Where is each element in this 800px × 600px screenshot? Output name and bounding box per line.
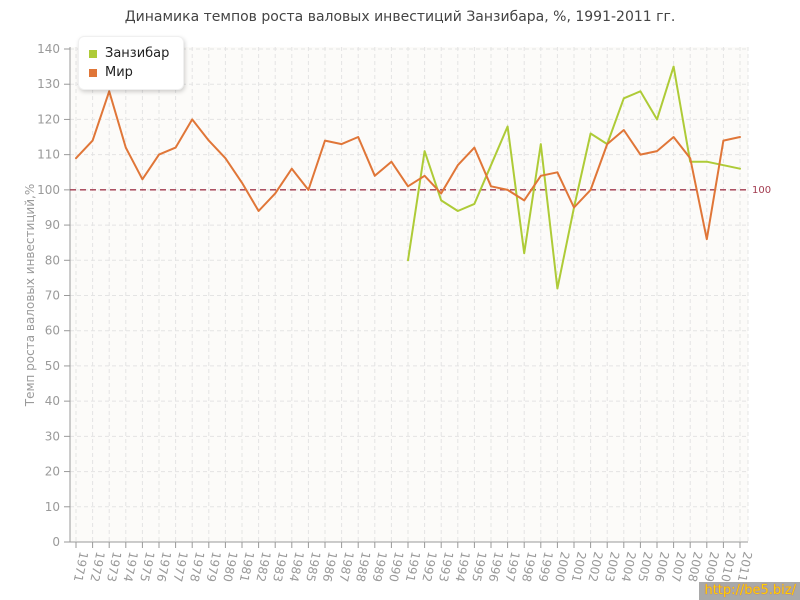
x-tick-label: 1985	[303, 550, 323, 583]
x-tick-label: 2001	[569, 550, 589, 583]
x-tick-label: 1993	[436, 550, 456, 583]
x-tick-label: 1973	[104, 550, 124, 583]
y-tick-label: 60	[45, 324, 60, 338]
x-tick-label: 1989	[370, 550, 390, 583]
x-tick-label: 1997	[502, 550, 522, 583]
x-tick-label: 1990	[386, 550, 406, 583]
x-tick-label: 2009	[702, 550, 722, 583]
x-tick-label: 1979	[204, 550, 224, 583]
x-tick-label: 2007	[668, 550, 688, 583]
x-tick-label: 1984	[287, 550, 307, 583]
y-tick-label: 100	[37, 183, 60, 197]
y-tick-label: 120	[37, 112, 60, 126]
chart-title: Динамика темпов роста валовых инвестиций…	[124, 9, 676, 25]
y-tick-label: 20	[45, 465, 60, 479]
x-tick-label: 1972	[87, 550, 107, 583]
y-tick-label: 50	[45, 359, 60, 373]
legend-item-zanzibar[interactable]: Занзибар	[89, 44, 169, 63]
x-tick-label: 1978	[187, 550, 207, 583]
x-tick-label: 1980	[220, 550, 240, 583]
legend-swatch-zanzibar-icon	[89, 49, 97, 58]
x-tick-label: 2004	[619, 550, 639, 583]
x-tick-label: 2010	[718, 550, 738, 583]
x-tick-label: 1982	[253, 550, 273, 583]
x-tick-label: 2005	[635, 550, 655, 583]
legend: Занзибар Мир	[78, 36, 185, 90]
x-tick-label: 1991	[403, 550, 423, 583]
y-tick-label: 30	[45, 429, 60, 443]
x-tick-label: 1995	[469, 550, 489, 583]
x-tick-label: 1996	[486, 550, 506, 583]
x-tick-label: 1975	[137, 550, 157, 583]
reference-line-label: 100	[752, 185, 771, 196]
legend-label-mir: Мир	[105, 65, 133, 80]
x-tick-label: 1987	[336, 550, 356, 583]
legend-item-mir[interactable]: Мир	[89, 63, 169, 82]
x-tick-label: 2003	[602, 550, 622, 583]
plot-background	[70, 47, 748, 542]
legend-label-zanzibar: Занзибар	[105, 46, 170, 61]
y-tick-label: 70	[45, 289, 60, 303]
x-tick-label: 2011	[735, 550, 755, 583]
y-tick-label: 90	[45, 218, 60, 232]
x-tick-label: 1994	[453, 550, 473, 583]
x-tick-label: 1999	[536, 550, 556, 583]
y-tick-label: 10	[45, 500, 60, 514]
x-tick-label: 1971	[71, 550, 91, 583]
y-tick-label: 130	[37, 77, 60, 91]
x-tick-label: 1986	[320, 550, 340, 583]
x-tick-label: 1992	[419, 550, 439, 583]
x-tick-label: 1981	[237, 550, 257, 583]
x-tick-label: 2002	[585, 550, 605, 583]
y-tick-label: 40	[45, 394, 60, 408]
x-tick-label: 1983	[270, 550, 290, 583]
x-tick-label: 1977	[170, 550, 190, 583]
x-tick-label: 1998	[519, 550, 539, 583]
y-tick-label: 0	[52, 535, 60, 549]
x-tick-label: 1976	[154, 550, 174, 583]
watermark-link[interactable]: http://be5.biz/	[699, 582, 800, 600]
legend-swatch-mir-icon	[89, 68, 97, 77]
y-tick-label: 80	[45, 253, 60, 267]
x-tick-label: 2000	[552, 550, 572, 583]
x-tick-label: 1974	[121, 550, 141, 583]
y-tick-label: 110	[37, 148, 60, 162]
x-tick-label: 1988	[353, 550, 373, 583]
x-tick-label: 2008	[685, 550, 705, 583]
series-line-mir[interactable]	[75, 90, 741, 241]
x-tick-label: 2006	[652, 550, 672, 583]
y-tick-label: 140	[37, 42, 60, 56]
